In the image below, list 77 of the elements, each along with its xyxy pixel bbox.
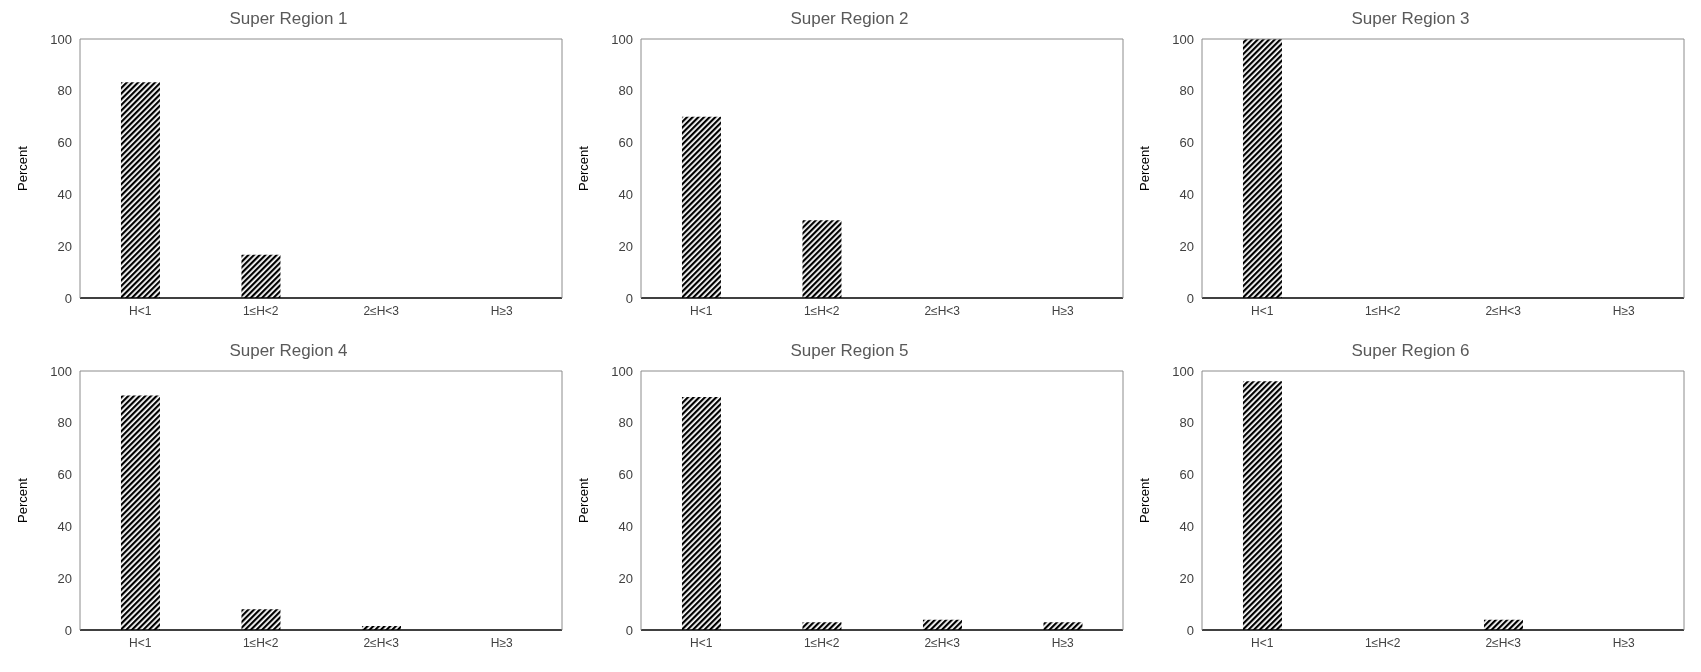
x-tick-label: 2≤H<3 <box>1485 303 1522 318</box>
y-tick-label: 80 <box>57 415 72 431</box>
y-tick-label: 20 <box>618 570 633 586</box>
y-tick-label: 60 <box>1179 135 1194 151</box>
y-tick-label: 20 <box>57 238 72 254</box>
x-tick-label: H<1 <box>690 303 713 318</box>
x-tick-label: H≥3 <box>1051 635 1075 650</box>
y-tick-label: 100 <box>1172 31 1194 47</box>
y-tick-label: 0 <box>1186 290 1194 306</box>
y-tick-label: 0 <box>64 622 72 638</box>
x-tick-label: 1≤H<2 <box>242 635 279 650</box>
y-tick-label: 60 <box>1179 467 1194 483</box>
x-tick-label: H<1 <box>1251 635 1274 650</box>
y-tick-label: 80 <box>618 415 633 431</box>
chart-title: Super Region 4 <box>228 340 349 362</box>
y-tick-label: 80 <box>1179 83 1194 99</box>
x-tick-label: H≥3 <box>490 635 514 650</box>
x-tick-label: 2≤H<3 <box>363 635 400 650</box>
chart-title: Super Region 6 <box>1350 340 1471 362</box>
y-tick-label: 100 <box>611 31 633 47</box>
y-tick-label: 60 <box>57 135 72 151</box>
y-tick-label: 0 <box>625 622 633 638</box>
y-tick-label: 0 <box>625 290 633 306</box>
y-axis-title: Percent <box>14 145 30 191</box>
y-tick-label: 100 <box>50 31 72 47</box>
y-tick-label: 80 <box>1179 415 1194 431</box>
y-tick-label: 60 <box>57 467 72 483</box>
bar <box>1043 622 1083 630</box>
y-tick-label: 0 <box>1186 622 1194 638</box>
bar <box>241 609 281 630</box>
x-tick-label: H<1 <box>1251 303 1274 318</box>
y-tick-label: 80 <box>57 83 72 99</box>
bar <box>802 622 842 630</box>
x-tick-label: 1≤H<2 <box>803 303 840 318</box>
y-tick-label: 100 <box>1172 363 1194 379</box>
x-tick-label: 1≤H<2 <box>1364 635 1401 650</box>
y-tick-label: 20 <box>1179 238 1194 254</box>
y-tick-label: 100 <box>50 363 72 379</box>
x-tick-label: 2≤H<3 <box>924 635 961 650</box>
y-axis-title: Percent <box>575 145 591 191</box>
x-tick-label: 2≤H<3 <box>363 303 400 318</box>
y-axis-title: Percent <box>575 477 591 523</box>
y-tick-label: 40 <box>1179 519 1194 535</box>
y-tick-label: 40 <box>1179 187 1194 203</box>
chart-title: Super Region 2 <box>789 8 910 30</box>
x-tick-label: 2≤H<3 <box>924 303 961 318</box>
y-axis-title: Percent <box>1136 477 1152 523</box>
x-tick-label: H<1 <box>690 635 713 650</box>
y-tick-label: 60 <box>618 467 633 483</box>
y-tick-label: 40 <box>618 187 633 203</box>
x-tick-label: 1≤H<2 <box>242 303 279 318</box>
y-axis-title: Percent <box>1136 145 1152 191</box>
chart-title: Super Region 5 <box>789 340 910 362</box>
y-tick-label: 20 <box>1179 570 1194 586</box>
x-tick-label: H≥3 <box>490 303 514 318</box>
x-tick-label: 1≤H<2 <box>1364 303 1401 318</box>
chart-title: Super Region 1 <box>228 8 349 30</box>
x-tick-label: 2≤H<3 <box>1485 635 1522 650</box>
x-tick-label: H<1 <box>129 635 152 650</box>
y-tick-label: 0 <box>64 290 72 306</box>
x-tick-label: H<1 <box>129 303 152 318</box>
x-tick-label: H≥3 <box>1612 635 1636 650</box>
y-tick-label: 20 <box>57 570 72 586</box>
y-tick-label: 40 <box>618 519 633 535</box>
x-tick-label: 1≤H<2 <box>803 635 840 650</box>
y-tick-label: 40 <box>57 519 72 535</box>
bar <box>681 396 721 630</box>
y-tick-label: 100 <box>611 363 633 379</box>
bar <box>120 395 160 630</box>
y-axis-title: Percent <box>14 477 30 523</box>
y-tick-label: 40 <box>57 187 72 203</box>
x-tick-label: H≥3 <box>1051 303 1075 318</box>
y-tick-label: 20 <box>618 238 633 254</box>
chart-title: Super Region 3 <box>1350 8 1471 30</box>
x-tick-label: H≥3 <box>1612 303 1636 318</box>
y-tick-label: 80 <box>618 83 633 99</box>
y-tick-label: 60 <box>618 135 633 151</box>
